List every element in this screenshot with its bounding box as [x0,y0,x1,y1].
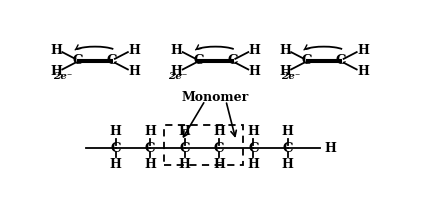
Text: C: C [282,142,293,155]
Text: H: H [279,64,291,77]
Text: H: H [50,64,62,77]
Text: C: C [179,142,190,155]
Text: H: H [213,158,225,171]
Text: C: C [73,54,83,67]
Text: H: H [144,125,156,138]
Text: C: C [193,54,204,67]
Text: C: C [214,142,224,155]
Text: C: C [145,142,155,155]
Text: H: H [144,158,156,171]
Text: C: C [336,54,346,67]
Bar [164,125,243,165]
Text: C: C [227,54,238,67]
Text: H: H [170,44,182,57]
Text: H: H [110,125,122,138]
Text: H: H [50,44,62,57]
Text: H: H [282,158,293,171]
Text: H: H [170,64,182,77]
Text: C: C [111,142,121,155]
Text: H: H [282,125,293,138]
Text: H: H [128,44,140,57]
Text: H: H [128,64,140,77]
Text: C: C [301,54,312,67]
Text: H: H [279,44,291,57]
Text: Monomer: Monomer [182,91,249,104]
Text: C: C [248,142,258,155]
Text: H: H [357,64,369,77]
Text: H: H [110,158,122,171]
Text: 2e⁻: 2e⁻ [53,72,72,81]
Text: H: H [178,158,190,171]
Text: 2e⁻: 2e⁻ [281,72,301,81]
Text: H: H [357,44,369,57]
Text: H: H [247,125,259,138]
Text: H: H [325,142,337,155]
Text: H: H [213,125,225,138]
Text: H: H [178,125,190,138]
Text: H: H [247,158,259,171]
Text: H: H [249,64,261,77]
Text: C: C [107,54,117,67]
Text: 2e⁻: 2e⁻ [168,72,187,81]
Text: H: H [249,44,261,57]
